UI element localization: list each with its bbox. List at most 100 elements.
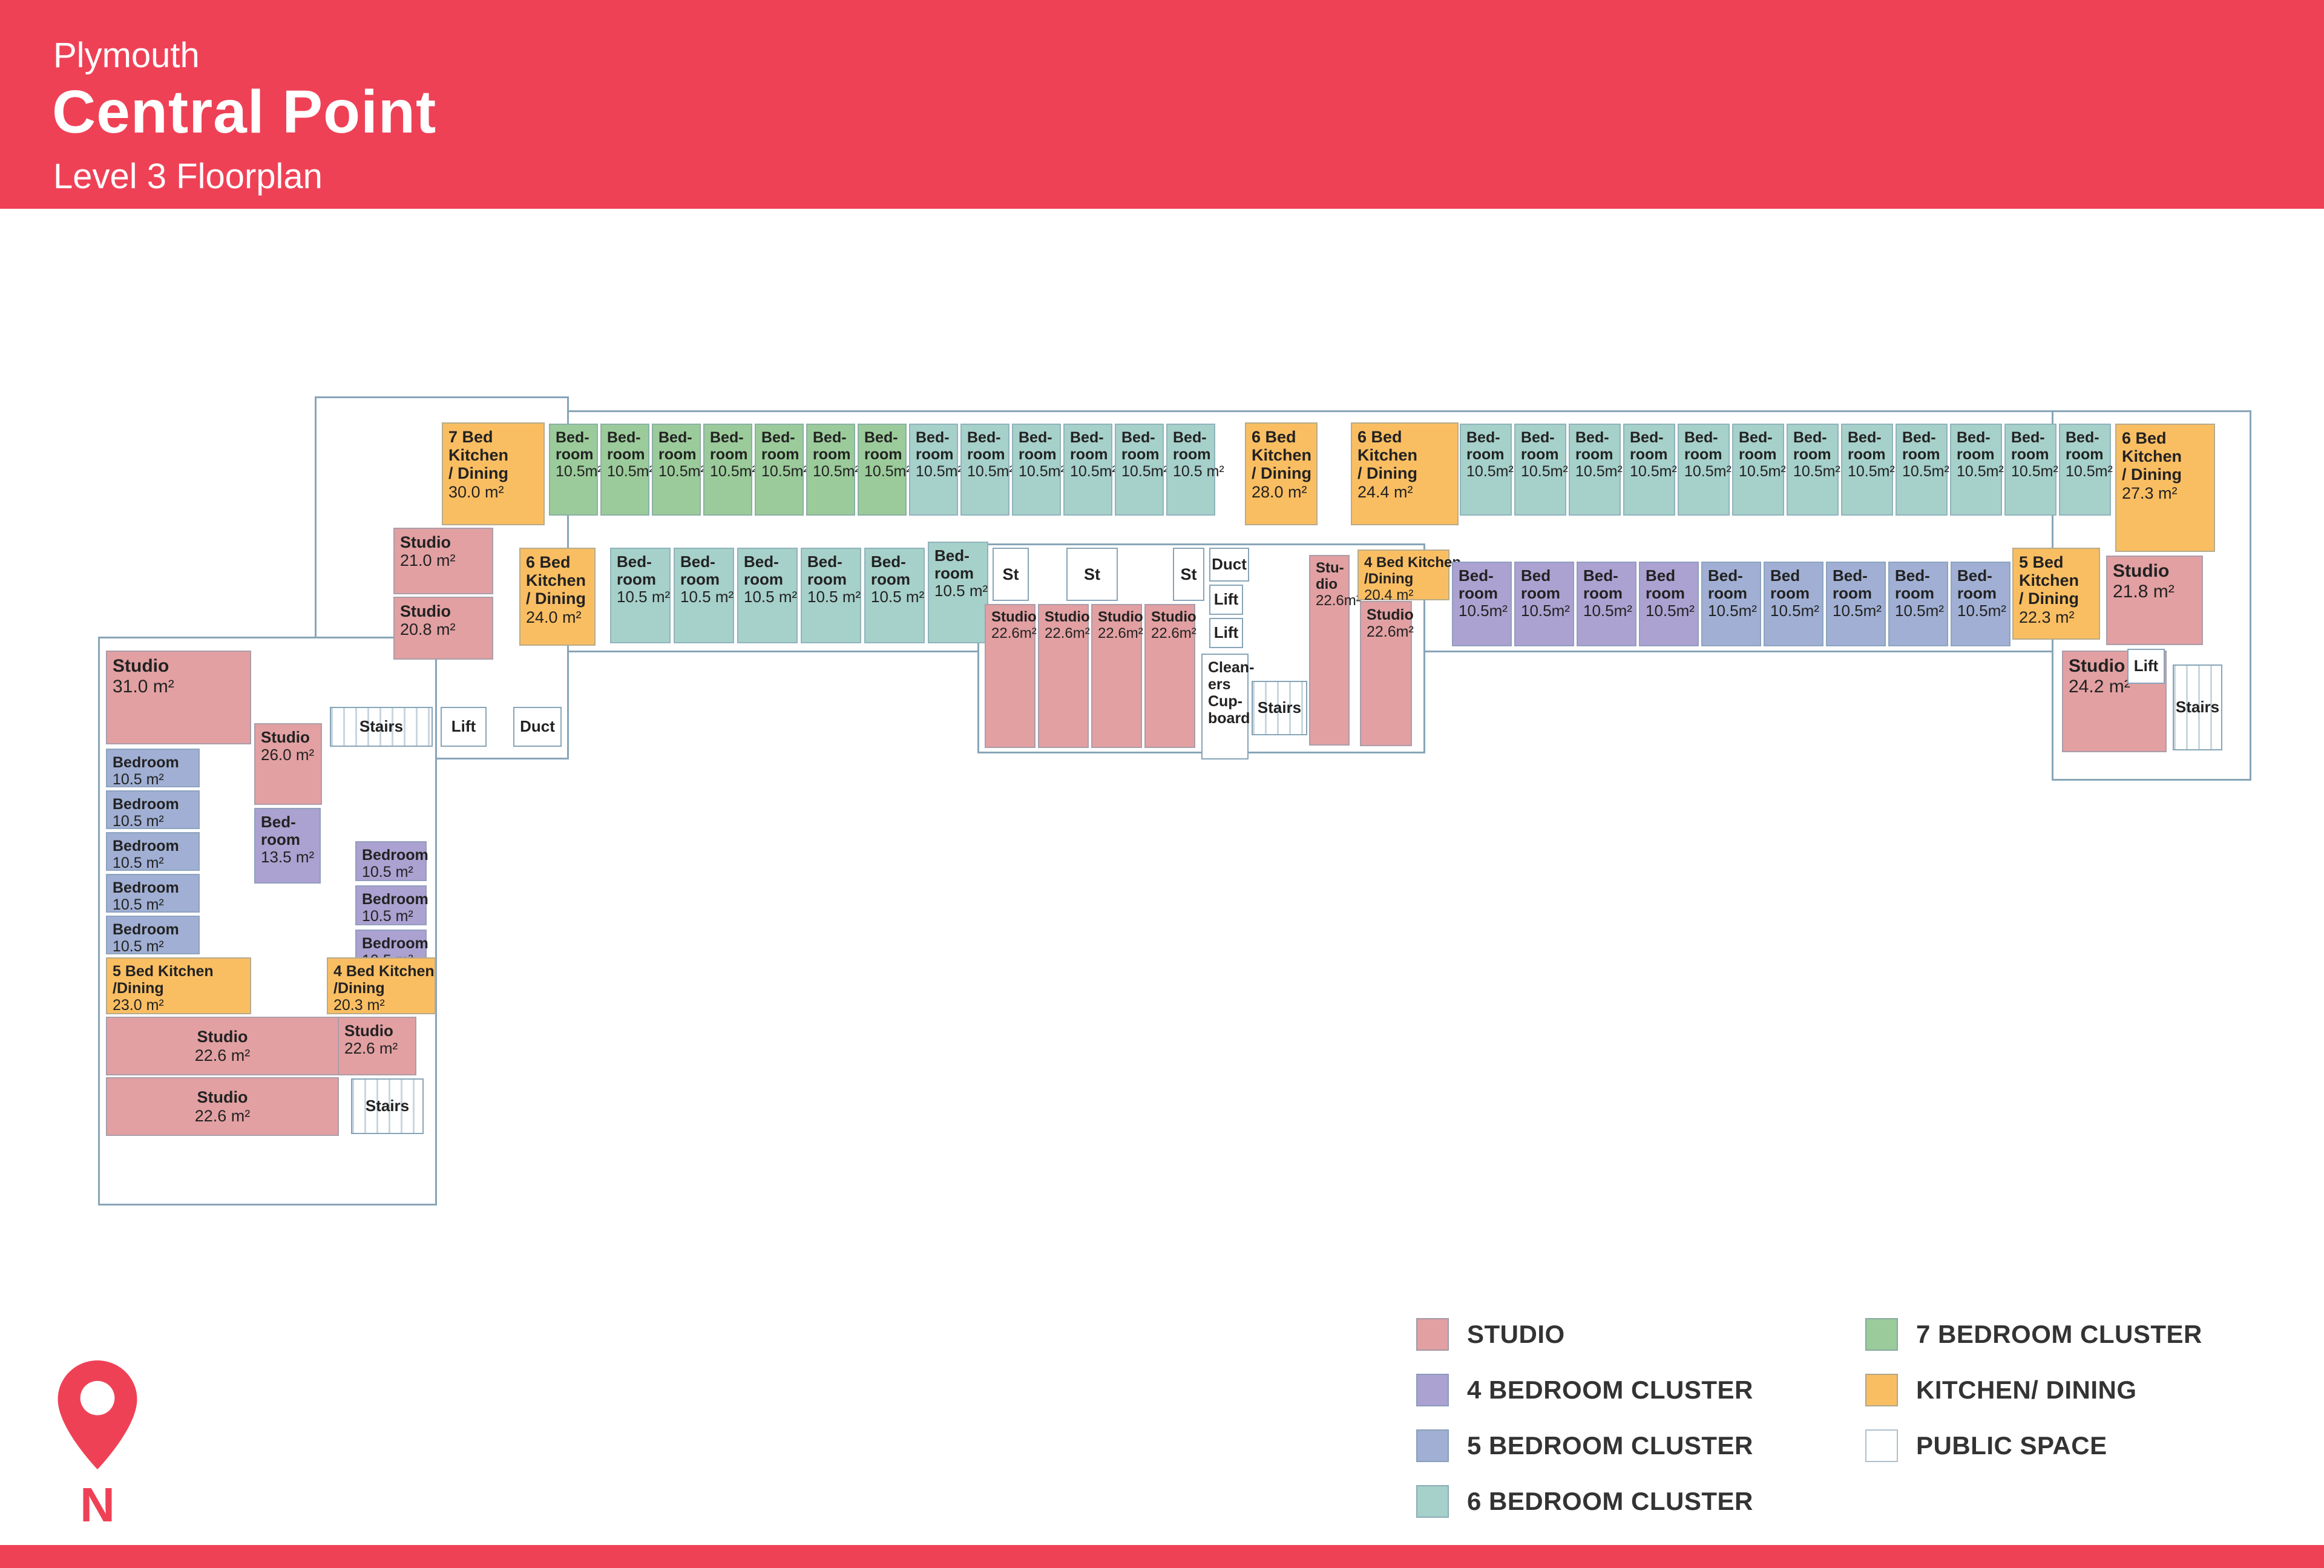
room-label: Bed-: [1521, 429, 1555, 446]
bedroom-7bed-cluster: Bed-room 10.5m²: [600, 424, 654, 516]
bedroom-4bed-cluster: Bed-room 10.5m²: [1452, 562, 1512, 646]
room-area: 10.5 m²: [113, 938, 164, 955]
room-area: 10.5m²: [1459, 602, 1508, 620]
bedroom-6bed-cluster: Bed-room 10.5m²: [1787, 424, 1840, 516]
bedroom-7bed-cluster: Bed-room 10.5m²: [549, 424, 603, 516]
room-area: 22.6 m²: [194, 1046, 251, 1064]
room-label: room: [1459, 584, 1498, 603]
legend-item: 5 BEDROOM CLUSTER: [1416, 1429, 1753, 1462]
room-area: 22.6 m²: [194, 1106, 251, 1125]
room-area: 21.0 m²: [400, 551, 456, 570]
room-label: room: [261, 830, 300, 849]
room-area: 10.5m²: [1019, 463, 1066, 480]
room-label: room: [813, 446, 851, 463]
room-label: Bed-: [1902, 429, 1936, 446]
studio: Studio 20.8 m²: [393, 597, 493, 660]
room-label: room: [1466, 446, 1505, 463]
room-label: Kitchen: [2122, 447, 2182, 466]
room-label: Bed-: [871, 553, 906, 571]
bedroom-5bed-cluster: Bed room 10.5m²: [1764, 562, 1823, 646]
room-label: room: [1957, 446, 1995, 463]
room-area: 10.5 m²: [113, 855, 164, 871]
room-area: 30.0 m²: [448, 482, 504, 501]
bedroom-6bed-cluster: Bed-room 10.5m²: [1012, 424, 1066, 516]
room-label: / Dining: [2019, 589, 2079, 608]
legend-label: KITCHEN/ DINING: [1916, 1376, 2137, 1404]
room-label: Bed-: [2011, 429, 2045, 446]
room-label: room: [658, 446, 697, 463]
room-label: Lift: [1213, 623, 1239, 642]
room-label: Lift: [1213, 590, 1239, 609]
room-label: room: [607, 446, 645, 463]
bedroom-5bed-cluster: Bedroom 10.5 m²: [106, 749, 200, 788]
room-label: Bed-: [967, 429, 1001, 446]
studio: Studio 31.0 m²: [106, 651, 251, 744]
room-label: Stairs: [2175, 698, 2220, 717]
room-area: 10.5m²: [916, 463, 963, 480]
legend-item: 4 BEDROOM CLUSTER: [1416, 1374, 1753, 1406]
public-swatch: [1865, 1429, 1898, 1462]
room-label: Bed-: [1459, 566, 1494, 585]
room-area: 23.0 m²: [113, 997, 164, 1014]
room-label: Bed-: [1957, 429, 1991, 446]
studio: Studio 21.0 m²: [393, 528, 493, 594]
room-area: 24.2 m²: [2069, 676, 2130, 697]
bedroom-6bed-cluster: Bed-room 10.5 m²: [737, 548, 798, 643]
bedroom-6bed-cluster: Bed-room 10.5m²: [1623, 424, 1677, 516]
kitchen-4bed-dining: 4 Bed Kitchen/Dining 20.3 m²: [327, 957, 436, 1014]
room-label: Bed-: [1070, 429, 1104, 446]
legend-item: KITCHEN/ DINING: [1865, 1374, 2202, 1406]
room-label: room: [744, 570, 783, 589]
room-area: 10.5m²: [1583, 602, 1632, 620]
room-area: 21.8 m²: [2113, 581, 2175, 602]
room-label: Stairs: [365, 1097, 410, 1115]
room-area: 10.5m²: [1708, 602, 1757, 620]
room-label: room: [967, 446, 1005, 463]
room-area: 10.5m²: [1957, 463, 2004, 480]
room-label: room: [761, 446, 799, 463]
studio: Studio 22.6 m²: [106, 1077, 339, 1136]
room-area: 20.3 m²: [333, 997, 385, 1014]
room-area: 10.5m²: [658, 463, 706, 480]
room-label: room: [1070, 446, 1108, 463]
room-label: room: [1173, 446, 1211, 463]
bedroom-6bed-cluster: Bed-room 10.5 m²: [674, 548, 734, 643]
room-label: Bedroom: [113, 921, 179, 938]
room-label: Bedroom: [362, 935, 428, 952]
page-title: Central Point: [52, 78, 437, 146]
studio: Studio 26.0 m²: [254, 723, 322, 805]
room-label: room: [1684, 446, 1722, 463]
room-label: room: [807, 570, 847, 589]
room-label: room: [1833, 584, 1872, 603]
room-label: Bed-: [916, 429, 950, 446]
room-label: Bedroom: [113, 879, 179, 896]
room-label: Bed-: [261, 813, 296, 831]
room-label: Bed-: [1466, 429, 1500, 446]
room-area: 10.5m²: [1575, 463, 1623, 480]
room-area: 10.5m²: [1630, 463, 1677, 480]
room-label: Bed-: [1793, 429, 1827, 446]
room-label: Bed-: [658, 429, 692, 446]
room-label: room: [2011, 446, 2049, 463]
room-label: St: [1180, 565, 1197, 583]
legend-label: 5 BEDROOM CLUSTER: [1467, 1431, 1753, 1460]
room-label: Studio: [113, 656, 169, 676]
studio: Studio 22.6m²: [1038, 604, 1090, 748]
room-label: 4 Bed Kitchen: [1364, 554, 1462, 571]
room-label: Studio: [400, 533, 451, 551]
room-label: Studio: [197, 1088, 248, 1107]
room-label: / Dining: [526, 589, 586, 608]
room-label: room: [710, 446, 748, 463]
room-area: 10.5m²: [1848, 463, 1895, 480]
room-area: 10.5 m²: [362, 908, 413, 925]
room-area: 20.8 m²: [400, 620, 456, 639]
bedroom-6bed-cluster: Bed-room 10.5m²: [1063, 424, 1117, 516]
bedroom-5bed-cluster: Bedroom 10.5 m²: [106, 790, 200, 830]
room-label: Bed-: [2066, 429, 2099, 446]
bedroom-5bed-cluster: Bed-room 10.5m²: [1701, 562, 1761, 646]
room-area: 20.4 m²: [1364, 586, 1414, 603]
room-label: Stu-: [1316, 560, 1344, 576]
bedroom-6bed-cluster: Bed-room 10.5m²: [1514, 424, 1568, 516]
room-area: 10.5 m²: [113, 813, 164, 830]
